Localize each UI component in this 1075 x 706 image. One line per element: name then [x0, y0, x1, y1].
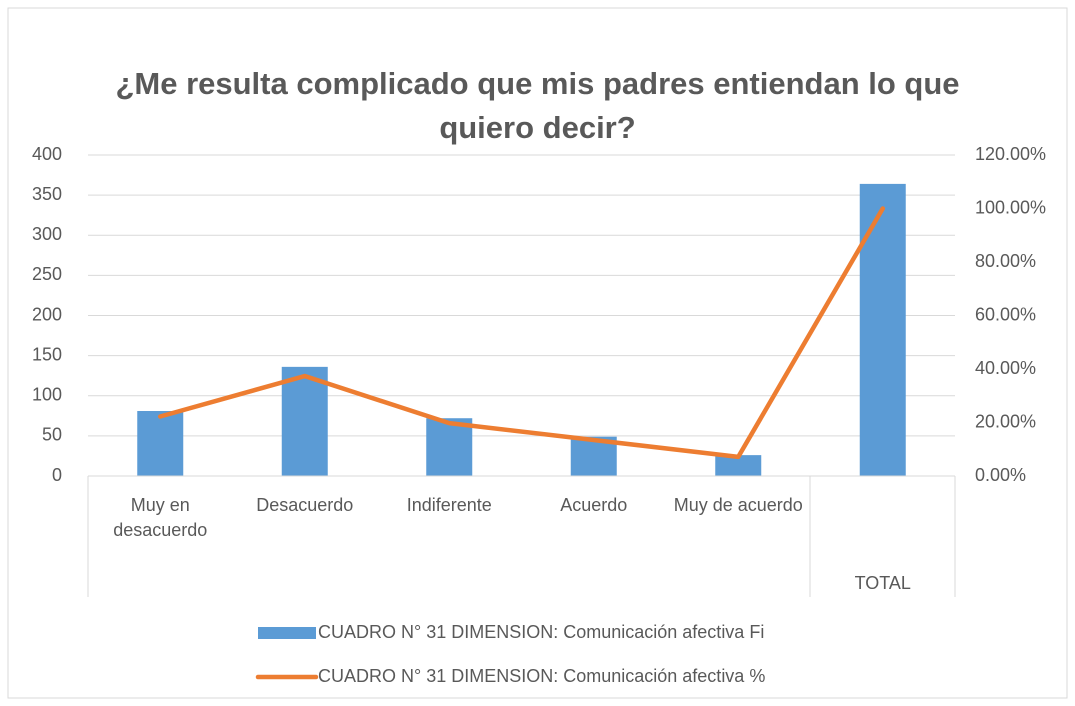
y-tick-label: 200 — [32, 304, 62, 324]
bar — [715, 455, 762, 476]
x-tick-label: Acuerdo — [560, 495, 628, 515]
y2-tick-label: 20.00% — [975, 411, 1036, 431]
x-tick-label: TOTAL — [854, 573, 911, 593]
x-tick-label: Muy en desacuerdo — [113, 495, 208, 540]
y2-tick-label: 40.00% — [975, 358, 1036, 378]
y2-tick-label: 60.00% — [975, 304, 1036, 324]
y2-tick-label: 120.00% — [975, 144, 1046, 164]
legend-label: CUADRO N° 31 DIMENSION: Comunicación afe… — [318, 622, 765, 642]
bar — [281, 366, 328, 476]
y-tick-label: 350 — [32, 184, 62, 204]
y-tick-label: 400 — [32, 144, 62, 164]
legend-label: CUADRO N° 31 DIMENSION: Comunicación afe… — [318, 666, 766, 686]
line — [158, 206, 885, 460]
bar — [426, 418, 473, 476]
y2-tick-label: 80.00% — [975, 251, 1036, 271]
chart-title: ¿Me resulta complicado que mis padres en… — [115, 66, 960, 145]
y2-tick-label: 0.00% — [975, 465, 1026, 485]
bar — [137, 410, 184, 476]
y2-tick-label: 100.00% — [975, 197, 1046, 217]
y-tick-label: 150 — [32, 344, 62, 364]
x-tick-label: Muy de acuerdo — [673, 495, 803, 515]
y-tick-label: 0 — [52, 465, 62, 485]
bar — [859, 183, 906, 476]
y-tick-label: 100 — [32, 385, 62, 405]
y-tick-label: 300 — [32, 224, 62, 244]
y-tick-label: 250 — [32, 264, 62, 284]
y-tick-label: 50 — [42, 425, 62, 445]
x-tick-label: Desacuerdo — [256, 495, 354, 515]
legend-swatch — [258, 627, 316, 639]
x-tick-label: Indiferente — [406, 495, 492, 515]
